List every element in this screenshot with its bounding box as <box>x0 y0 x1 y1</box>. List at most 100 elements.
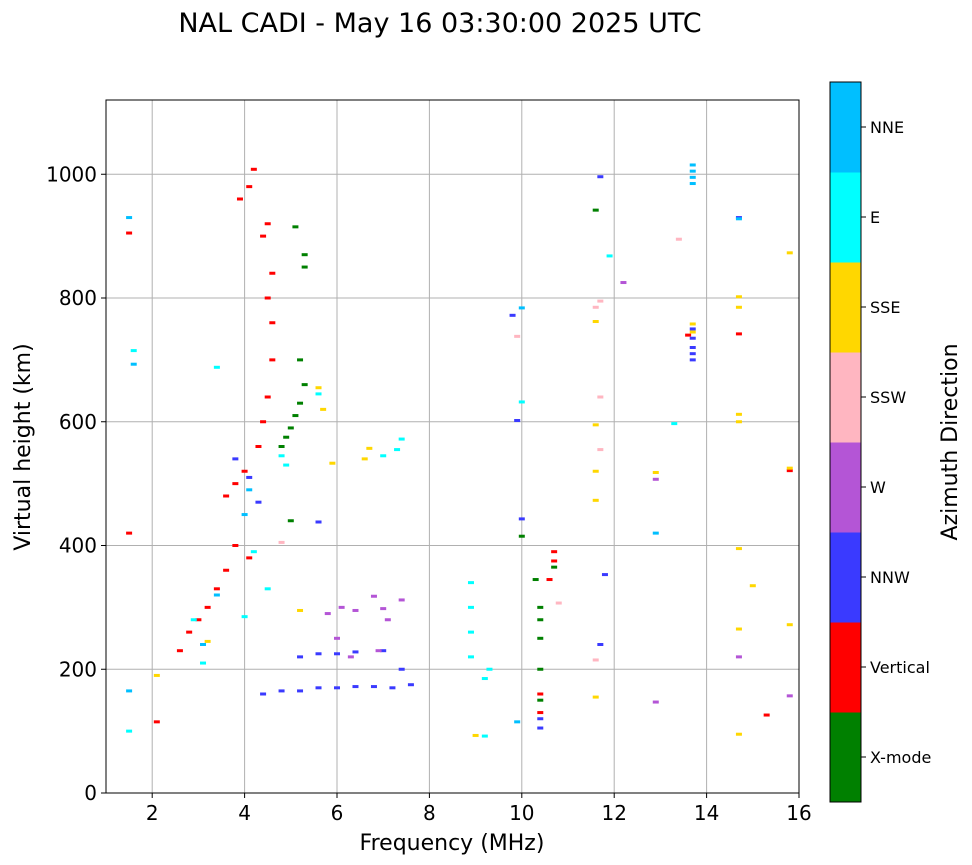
data-point <box>283 435 290 439</box>
data-point <box>689 358 696 362</box>
data-point <box>255 445 262 448</box>
data-point <box>283 463 290 467</box>
data-point <box>592 469 599 473</box>
colorbar-segment <box>830 712 861 803</box>
data-point <box>735 420 742 424</box>
series-sse <box>153 251 793 737</box>
data-point <box>597 448 604 452</box>
x-axis-title: Frequency (MHz) <box>360 831 545 856</box>
colorbar-segment <box>830 172 861 263</box>
data-point <box>255 500 262 504</box>
data-point <box>241 513 248 517</box>
data-point <box>190 618 197 622</box>
data-point <box>315 686 322 690</box>
data-point <box>269 358 276 362</box>
data-point <box>153 720 160 724</box>
colorbar-segment <box>830 532 861 623</box>
colorbar-label: W <box>870 478 886 497</box>
colorbar-label: SSE <box>870 298 900 317</box>
data-point <box>389 686 396 690</box>
x-tick-label: 4 <box>238 801 251 825</box>
data-point <box>472 733 479 737</box>
data-point <box>735 627 742 631</box>
series-x-mode <box>278 208 599 702</box>
data-point <box>467 655 474 659</box>
data-point <box>278 689 285 693</box>
data-point <box>514 720 521 724</box>
data-point <box>592 208 599 212</box>
data-point <box>735 655 742 659</box>
data-point <box>186 630 193 634</box>
data-point <box>481 677 488 681</box>
plot-frame <box>105 99 800 794</box>
data-point <box>592 695 599 699</box>
data-point <box>384 618 391 622</box>
data-point <box>786 466 793 470</box>
data-point <box>592 658 599 662</box>
data-point <box>671 422 678 426</box>
data-point <box>514 419 521 423</box>
data-point <box>551 550 558 554</box>
x-tick-label: 2 <box>146 801 159 825</box>
data-point <box>735 295 742 299</box>
data-point <box>126 531 133 535</box>
data-point <box>269 271 276 275</box>
data-point <box>195 618 202 622</box>
data-point <box>537 667 544 671</box>
y-tick-label: 200 <box>59 657 97 681</box>
data-point <box>509 313 516 317</box>
data-point <box>537 698 544 702</box>
data-point <box>467 581 474 585</box>
y-axis-title: Virtual height (km) <box>11 343 36 550</box>
data-point <box>278 540 285 544</box>
data-point <box>126 689 133 693</box>
data-point <box>320 407 327 411</box>
data-point <box>232 457 239 461</box>
data-point <box>292 225 299 229</box>
data-point <box>597 175 604 179</box>
colorbar-segment <box>830 442 861 533</box>
data-point <box>689 346 696 349</box>
data-point <box>735 547 742 551</box>
data-point <box>518 517 525 521</box>
data-point <box>689 322 696 326</box>
data-point <box>398 437 405 441</box>
data-point <box>394 448 401 452</box>
data-point <box>260 692 267 696</box>
data-point <box>735 217 742 221</box>
x-tick-label: 8 <box>423 801 436 825</box>
data-point <box>301 253 308 257</box>
data-point <box>481 734 488 738</box>
data-point <box>749 584 756 588</box>
chart-title: NAL CADI - May 16 03:30:00 2025 UTC <box>178 8 701 39</box>
data-point <box>338 605 345 609</box>
data-point <box>347 655 354 659</box>
data-point <box>398 667 405 671</box>
colorbar-segment <box>830 262 861 353</box>
data-point <box>292 414 299 418</box>
data-point <box>352 608 359 612</box>
colorbar-segment <box>830 622 861 713</box>
data-point <box>241 469 248 473</box>
data-point <box>786 251 793 255</box>
x-tick-label: 14 <box>694 801 719 825</box>
data-point <box>297 689 304 693</box>
data-point <box>278 454 285 458</box>
colorbar-label: Vertical <box>870 658 930 677</box>
data-point <box>246 488 253 492</box>
y-axis: 0 200 400 600 800 1000 <box>46 162 106 805</box>
data-point <box>126 729 133 733</box>
colorbar-title: Azimuth Direction <box>938 343 963 540</box>
data-point <box>126 216 133 220</box>
data-point <box>130 362 137 366</box>
data-point <box>264 222 271 226</box>
data-point <box>315 520 322 524</box>
data-point <box>250 167 257 171</box>
data-point <box>366 446 373 450</box>
data-point <box>297 608 304 612</box>
data-point <box>532 578 539 582</box>
colorbar-label: NNE <box>870 118 904 137</box>
data-point <box>352 650 359 654</box>
data-point <box>786 469 793 473</box>
